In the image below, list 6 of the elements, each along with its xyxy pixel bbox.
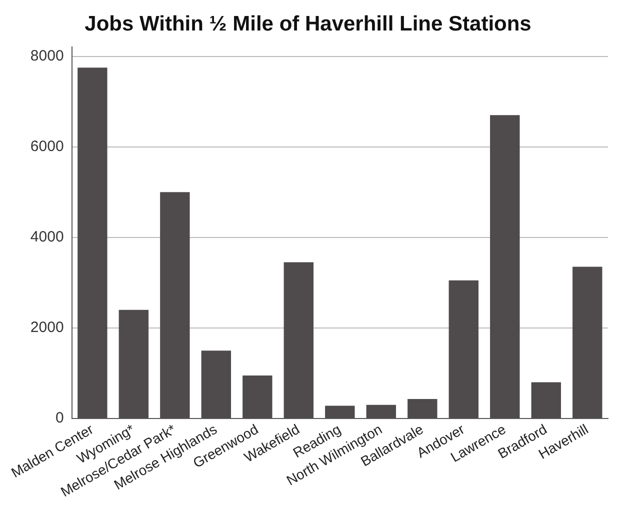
y-tick-label: 8000 [30, 47, 64, 64]
chart-title: Jobs Within ½ Mile of Haverhill Line Stations [84, 12, 532, 36]
y-tick-label: 2000 [30, 319, 64, 336]
y-tick-label: 0 [55, 410, 64, 427]
y-tick-label: 6000 [30, 138, 64, 155]
y-tick-label: 4000 [30, 228, 64, 246]
